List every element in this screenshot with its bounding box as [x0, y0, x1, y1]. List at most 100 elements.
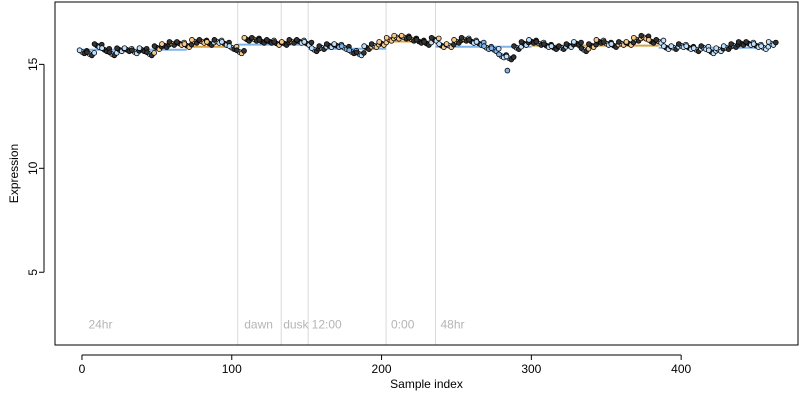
data-point	[765, 39, 772, 45]
data-point	[533, 39, 540, 45]
data-point	[234, 47, 240, 54]
data-point	[308, 45, 315, 51]
data-point	[675, 41, 682, 47]
data-point	[293, 37, 300, 43]
y-tick-label: 5	[26, 269, 40, 276]
data-point	[121, 45, 128, 51]
data-point	[264, 37, 270, 43]
data-point	[488, 45, 495, 51]
data-point	[773, 39, 779, 46]
x-tick-label: 100	[222, 362, 242, 376]
data-point	[443, 41, 450, 47]
annotation-label: dusk	[283, 317, 309, 331]
data-point	[383, 34, 390, 41]
data-point	[406, 34, 412, 41]
data-point	[601, 39, 607, 45]
data-point	[398, 32, 405, 39]
data-point	[413, 37, 420, 43]
data-point	[631, 34, 637, 41]
data-point	[683, 43, 690, 49]
data-point	[151, 43, 158, 49]
vertical-reference-lines	[237, 2, 436, 345]
data-point	[159, 41, 165, 47]
data-point	[436, 41, 442, 47]
data-point	[660, 37, 667, 44]
y-axis: 5 10 15	[26, 57, 45, 276]
data-point	[76, 47, 83, 54]
data-point	[578, 45, 585, 51]
data-point	[510, 54, 517, 60]
y-tick-label: 15	[26, 57, 40, 71]
data-point	[638, 32, 645, 39]
data-point	[196, 37, 203, 43]
x-tick-label: 400	[671, 362, 691, 376]
data-point	[616, 39, 622, 45]
data-point	[323, 41, 330, 47]
data-point	[204, 39, 210, 45]
data-point	[256, 37, 263, 43]
data-point	[99, 45, 105, 51]
data-point	[391, 32, 397, 39]
data-point	[578, 39, 584, 46]
data-point	[353, 49, 360, 56]
data-point	[129, 47, 135, 54]
x-axis: 0 100 200 300 400	[79, 354, 691, 376]
data-point	[698, 43, 705, 49]
data-point	[646, 37, 652, 43]
data-point	[181, 41, 188, 47]
data-point	[84, 49, 90, 56]
y-axis-label: Expression	[7, 144, 21, 203]
data-point	[271, 39, 278, 45]
data-point	[376, 39, 382, 45]
annotation-label: dawn	[244, 317, 273, 331]
data-point	[750, 41, 757, 47]
data-point	[481, 43, 487, 49]
x-tick-label: 0	[79, 362, 86, 376]
data-point	[705, 47, 712, 54]
annotation-label: 12:00	[312, 317, 342, 331]
data-point	[518, 39, 525, 45]
data-point	[286, 37, 293, 43]
data-point	[361, 50, 367, 56]
data-point	[608, 41, 615, 47]
data-point	[713, 45, 720, 51]
data-point	[428, 34, 435, 41]
data-point	[526, 37, 532, 43]
data-point	[593, 37, 600, 43]
data-point	[735, 39, 742, 45]
plot-frame	[54, 1, 799, 346]
data-point	[571, 39, 577, 45]
data-point	[421, 39, 427, 45]
annotation-label: 0:00	[391, 317, 415, 331]
data-point	[249, 34, 255, 41]
data-point	[308, 39, 315, 46]
data-point	[586, 41, 592, 47]
data-point	[241, 34, 248, 41]
data-point	[556, 43, 562, 49]
x-tick-label: 300	[521, 362, 541, 376]
data-point	[301, 39, 308, 45]
data-point	[106, 49, 113, 56]
data-point	[166, 39, 173, 45]
data-point	[503, 53, 510, 60]
data-point	[435, 35, 442, 42]
x-tick-label: 200	[372, 362, 392, 376]
y-tick-label: 10	[26, 161, 40, 175]
data-point	[241, 48, 247, 54]
data-point	[496, 51, 502, 58]
data-point	[91, 50, 98, 56]
annotation-label: 24hr	[88, 317, 112, 331]
data-point	[563, 41, 570, 47]
data-point	[466, 37, 472, 43]
data-point	[368, 41, 375, 47]
data-point	[189, 37, 195, 43]
data-point	[473, 39, 480, 45]
data-point	[758, 43, 764, 49]
data-point	[541, 41, 547, 47]
data-point	[668, 43, 675, 49]
data-point	[495, 45, 502, 52]
data-point	[511, 43, 517, 49]
data-points	[76, 32, 779, 74]
data-point	[548, 43, 555, 49]
data-point	[653, 37, 660, 43]
